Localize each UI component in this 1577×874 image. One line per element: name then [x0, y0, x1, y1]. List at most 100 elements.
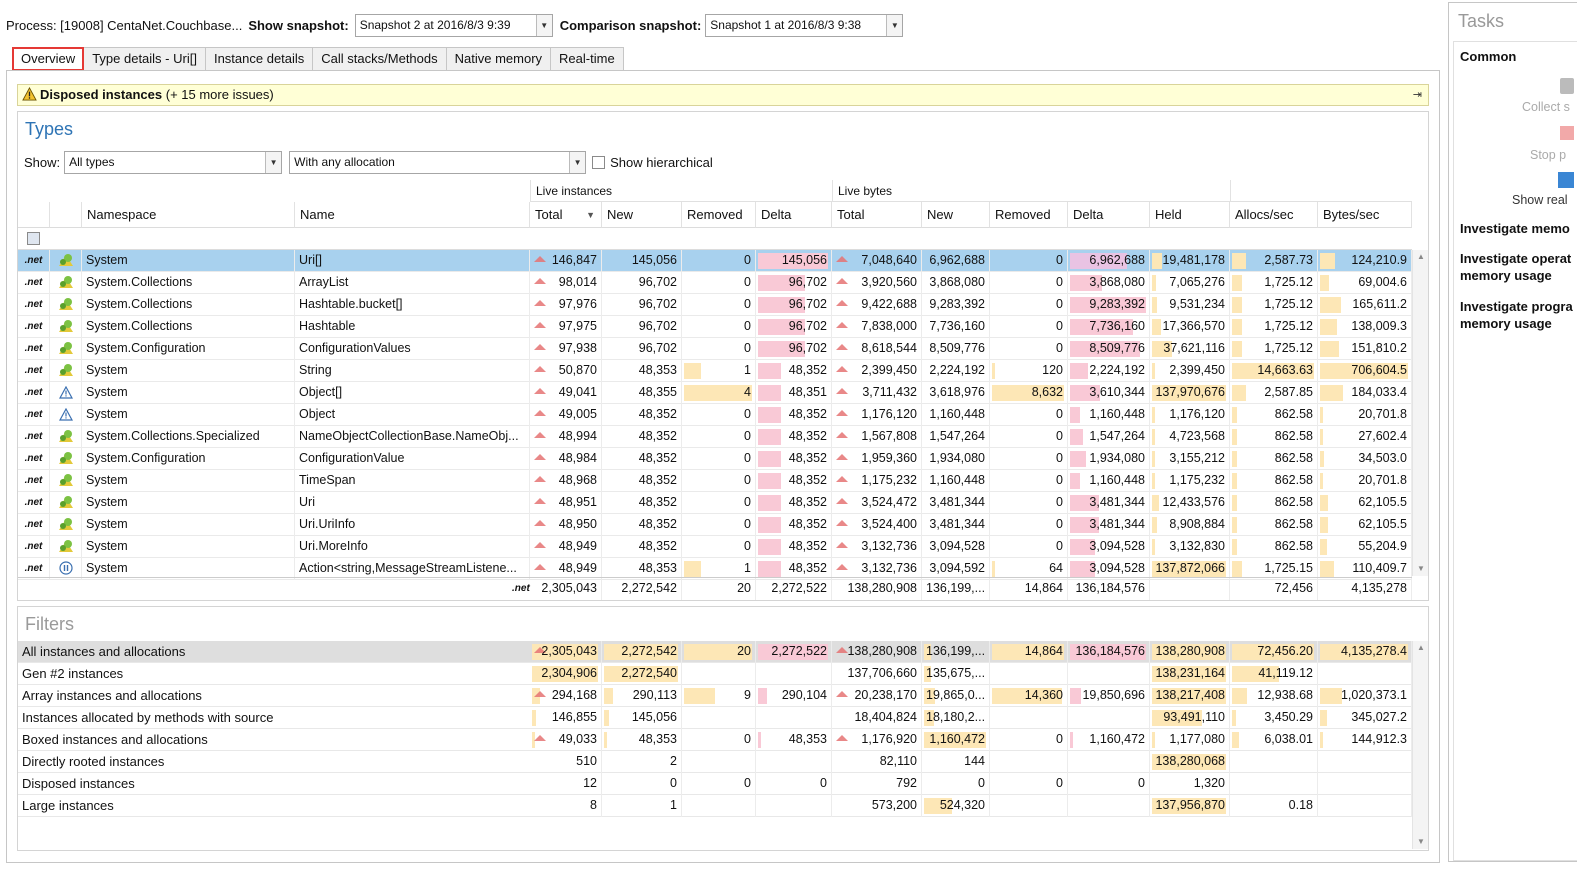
net-badge: .net — [18, 360, 50, 382]
filters-scrollbar[interactable]: ▲ ▼ — [1412, 641, 1428, 849]
tab-call-stacks[interactable]: Call stacks/Methods — [313, 47, 447, 71]
issues-banner[interactable]: Disposed instances (+ 15 more issues) ⇥ — [17, 84, 1429, 106]
col-live-removed[interactable]: Removed — [682, 202, 756, 228]
bytes-removed-value: 0 — [1056, 275, 1063, 289]
value-bar — [758, 297, 805, 313]
types-table: Live instances Live bytes Namespace Name… — [18, 180, 1428, 600]
investigate-memory-link[interactable]: Investigate memo — [1460, 221, 1570, 236]
live-new-cell: 2,272,542 — [602, 641, 682, 663]
filter-row[interactable]: Boxed instances and allocations 49,033 48,… — [18, 729, 1412, 751]
chevron-down-icon[interactable]: ▼ — [535, 14, 552, 36]
col-held[interactable]: Held — [1150, 202, 1230, 228]
col-live-new[interactable]: New — [602, 202, 682, 228]
scroll-down-icon[interactable]: ▼ — [1417, 837, 1425, 846]
chevron-down-icon[interactable]: ▼ — [886, 14, 903, 36]
increase-icon — [836, 278, 848, 284]
filter-row[interactable]: Instances allocated by methods with sour… — [18, 707, 1412, 729]
col-namespace[interactable]: Namespace — [82, 202, 295, 228]
col-bytes-total[interactable]: Total — [832, 202, 922, 228]
table-row[interactable]: .net System TimeSpan 48,968 48,352 0 48,352 1,1… — [18, 470, 1412, 492]
chevron-down-icon[interactable]: ▼ — [265, 151, 282, 173]
filter-row[interactable]: Directly rooted instances 510 2 82,110 144 13… — [18, 751, 1412, 773]
total-bytes-sec: 4,135,278 — [1318, 578, 1412, 600]
bytes-sec-value: 110,409.7 — [1352, 561, 1407, 575]
table-row[interactable]: .net System.Configuration ConfigurationVal… — [18, 338, 1412, 360]
filter-row[interactable]: Gen #2 instances 2,304,906 2,272,540 137,70… — [18, 663, 1412, 685]
stop-profiling-link[interactable]: Stop p — [1530, 148, 1567, 162]
bytes-new-cell: 3,481,344 — [922, 514, 990, 536]
bytes-removed-cell: 0 — [990, 294, 1068, 316]
scroll-up-icon[interactable]: ▲ — [1417, 252, 1425, 261]
pin-icon[interactable]: ⇥ — [1412, 89, 1422, 101]
table-row[interactable]: .net System Object[] 49,041 48,355 4 48,351 3,7… — [18, 382, 1412, 404]
allocation-filter-select[interactable]: With any allocation ▼ — [289, 150, 587, 174]
table-row[interactable]: .net System String 50,870 48,353 1 48,352 2,399… — [18, 360, 1412, 382]
bytes-new-value: 3,094,528 — [929, 539, 985, 553]
scroll-up-icon[interactable]: ▲ — [1417, 643, 1425, 652]
bytes-total-value: 1,567,808 — [861, 429, 917, 443]
live-total-value: 48,951 — [558, 495, 597, 509]
chevron-down-icon[interactable]: ▼ — [569, 151, 586, 173]
table-row[interactable]: .net System.Configuration ConfigurationVal… — [18, 448, 1412, 470]
col-live-delta[interactable]: Delta — [756, 202, 832, 228]
live-removed-value: 0 — [744, 429, 751, 443]
value-bar — [1320, 297, 1341, 313]
column-filter-row[interactable] — [18, 228, 1412, 250]
col-live-total[interactable]: Total ▼ — [530, 202, 602, 228]
group-rates — [1230, 180, 1412, 202]
realtime-icon[interactable] — [1558, 172, 1574, 188]
investigate-operation-link[interactable]: Investigate operat memory usage — [1460, 251, 1572, 283]
allocs-sec-cell: 862.58 — [1230, 492, 1318, 514]
col-bytes-removed[interactable]: Removed — [990, 202, 1068, 228]
collect-snapshot-link[interactable]: Collect s — [1522, 100, 1570, 114]
table-row[interactable]: .net System Uri.UriInfo 48,950 48,352 0 48,352… — [18, 514, 1412, 536]
table-row[interactable]: .net System.Collections.Specialized NameOb… — [18, 426, 1412, 448]
col-allocs-sec[interactable]: Allocs/sec — [1230, 202, 1318, 228]
increase-icon — [534, 454, 546, 460]
bytes-removed-value: 0 — [1056, 473, 1063, 487]
tab-overview[interactable]: Overview — [12, 47, 85, 71]
filter-row[interactable]: Large instances 8 1 573,200 524,320 137,956,8… — [18, 795, 1412, 817]
filter-row[interactable]: All instances and allocations 2,305,043 2,… — [18, 641, 1412, 663]
tab-native-memory[interactable]: Native memory — [446, 47, 552, 71]
table-row[interactable]: .net System Uri[] 146,847 145,056 0 145,056 7,0… — [18, 250, 1412, 272]
bytes-sec-cell: 345,027.2 — [1318, 707, 1412, 729]
live-removed-cell: 0 — [682, 294, 756, 316]
col-icon[interactable] — [50, 202, 82, 228]
filter-row[interactable]: Array instances and allocations 294,168 29… — [18, 685, 1412, 707]
table-row[interactable]: .net System Action<string,MessageStreamLis… — [18, 558, 1412, 580]
table-row[interactable]: .net System Object 49,005 48,352 0 48,352 1,176… — [18, 404, 1412, 426]
comparison-snapshot-select[interactable]: Snapshot 1 at 2016/8/3 9:38 ▼ — [705, 13, 904, 37]
tab-instance-details[interactable]: Instance details — [205, 47, 314, 71]
camera-icon[interactable] — [1560, 78, 1574, 94]
stop-icon[interactable] — [1560, 126, 1574, 140]
show-snapshot-select[interactable]: Snapshot 2 at 2016/8/3 9:39 ▼ — [354, 13, 553, 37]
bytes-removed-value: 14,864 — [1024, 644, 1063, 658]
bytes-delta-cell — [1068, 751, 1150, 773]
scroll-down-icon[interactable]: ▼ — [1417, 564, 1425, 573]
show-realtime-link[interactable]: Show real — [1512, 193, 1568, 207]
types-scrollbar[interactable]: ▲ ▼ — [1412, 250, 1428, 576]
tab-type-details[interactable]: Type details - Uri[] — [84, 47, 206, 71]
col-bytes-delta[interactable]: Delta — [1068, 202, 1150, 228]
investigate-program-link[interactable]: Investigate progra memory usage — [1460, 299, 1573, 331]
bytes-delta-value: 1,160,472 — [1089, 732, 1145, 746]
table-row[interactable]: .net System Uri.MoreInfo 48,949 48,352 0 48,35… — [18, 536, 1412, 558]
col-name[interactable]: Name — [295, 202, 530, 228]
filter-row[interactable]: Disposed instances 12 0 0 0 792 0 0 0 1,320 — [18, 773, 1412, 795]
table-row[interactable]: .net System.Collections Hashtable 97,975 96,… — [18, 316, 1412, 338]
table-row[interactable]: .net System.Collections ArrayList 98,014 96,… — [18, 272, 1412, 294]
types-filter-select[interactable]: All types ▼ — [64, 150, 283, 174]
col-type-badge[interactable] — [18, 202, 50, 228]
col-bytes-sec[interactable]: Bytes/sec — [1318, 202, 1412, 228]
col-bytes-new[interactable]: New — [922, 202, 990, 228]
bytes-removed-cell: 0 — [990, 316, 1068, 338]
table-row[interactable]: .net System Uri 48,951 48,352 0 48,352 3,524,47… — [18, 492, 1412, 514]
value-bar — [1320, 517, 1328, 533]
value-bar — [1232, 341, 1242, 357]
increase-icon — [836, 300, 848, 306]
table-row[interactable]: .net System.Collections Hashtable.bucket[]… — [18, 294, 1412, 316]
select-all-checkbox[interactable] — [27, 232, 40, 245]
tab-real-time[interactable]: Real-time — [551, 47, 624, 71]
show-hierarchical-checkbox[interactable]: Show hierarchical — [592, 155, 713, 170]
